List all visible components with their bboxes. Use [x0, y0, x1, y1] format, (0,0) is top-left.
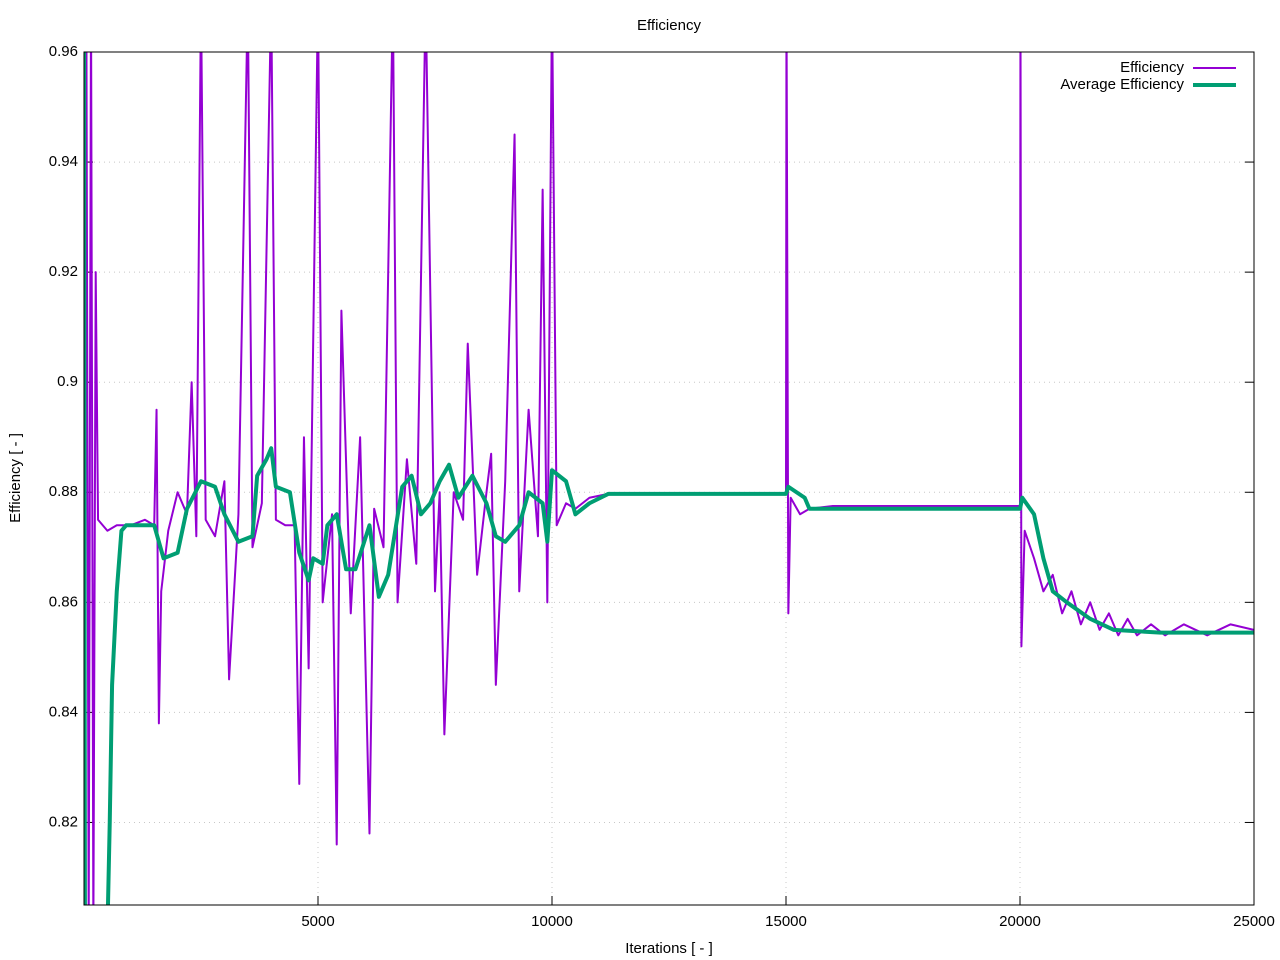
x-tick-label: 10000	[531, 913, 573, 930]
y-tick-label: 0.94	[49, 153, 78, 170]
y-tick-label: 0.88	[49, 483, 78, 500]
y-tick-label: 0.82	[49, 813, 78, 830]
plot-border	[83, 51, 1255, 906]
y-axis-label: Efficiency [ - ]	[7, 433, 24, 523]
y-tick-label: 0.84	[49, 703, 78, 720]
series-line	[84, 52, 1254, 905]
y-tick-label: 0.86	[49, 593, 78, 610]
x-tick-label: 25000	[1233, 913, 1275, 930]
legend-label: Efficiency	[1120, 59, 1184, 76]
y-tick-label: 0.9	[57, 373, 78, 390]
y-tick-label: 0.92	[49, 263, 78, 280]
y-tick-label: 0.96	[49, 43, 78, 60]
x-axis-label: Iterations [ - ]	[625, 940, 713, 957]
x-tick-label: 20000	[999, 913, 1041, 930]
x-tick-label: 15000	[765, 913, 807, 930]
x-tick-label: 5000	[301, 913, 334, 930]
legend-label: Average Efficiency	[1060, 76, 1184, 93]
plot-area	[84, 52, 1254, 905]
chart-title: Efficiency	[637, 17, 701, 34]
series-line	[84, 52, 1254, 905]
